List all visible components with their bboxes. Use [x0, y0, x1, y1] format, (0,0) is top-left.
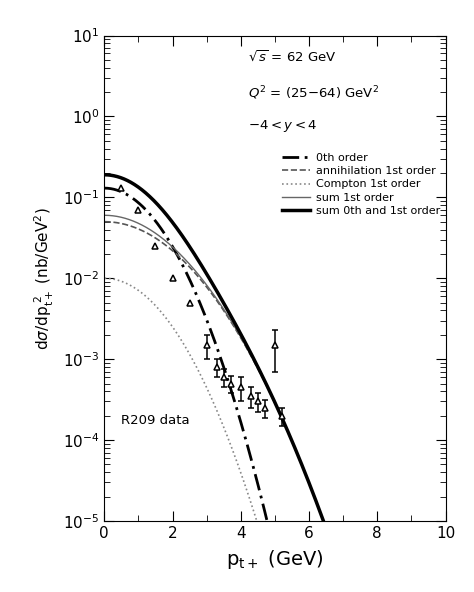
Text: $-4 < y < 4$: $-4 < y < 4$: [247, 118, 317, 134]
annihilation 1st order: [336, 561, 342, 568]
X-axis label: $\mathregular{p_{t+}}$ (GeV): $\mathregular{p_{t+}}$ (GeV): [226, 548, 324, 571]
sum 1st order: [102, 212, 108, 219]
annihilation 1st order: [102, 218, 108, 225]
sum 1st order: [137, 220, 142, 227]
sum 1st order: [240, 336, 246, 343]
Line: annihilation 1st order: annihilation 1st order: [105, 221, 446, 592]
sum 1st order: [336, 561, 342, 568]
Compton 1st order: [252, 511, 258, 518]
Line: 0th order: 0th order: [105, 188, 446, 592]
sum 0th and 1st order: [102, 171, 108, 178]
Compton 1st order: [102, 275, 108, 282]
sum 0th and 1st order: [252, 358, 258, 365]
annihilation 1st order: [137, 226, 142, 233]
Compton 1st order: [240, 474, 246, 481]
0th order: [240, 424, 246, 432]
Y-axis label: d$\sigma$/d$\mathregular{p_{t+}^{\ 2}}$ (nb/GeV$^2$): d$\sigma$/d$\mathregular{p_{t+}^{\ 2}}$ …: [33, 207, 56, 349]
0th order: [252, 469, 258, 476]
Line: Compton 1st order: Compton 1st order: [105, 278, 446, 592]
Line: sum 1st order: sum 1st order: [105, 215, 446, 592]
sum 0th and 1st order: [240, 334, 246, 341]
0th order: [137, 200, 142, 207]
Line: sum 0th and 1st order: sum 0th and 1st order: [105, 175, 446, 592]
Legend: 0th order, annihilation 1st order, Compton 1st order, sum 1st order, sum 0th and: 0th order, annihilation 1st order, Compt…: [283, 153, 440, 216]
Text: $Q^2$ = (25$-$64) GeV$^2$: $Q^2$ = (25$-$64) GeV$^2$: [247, 84, 379, 102]
sum 0th and 1st order: [137, 184, 142, 191]
Text: $\sqrt{s}$ = 62 GeV: $\sqrt{s}$ = 62 GeV: [247, 50, 336, 65]
Compton 1st order: [137, 288, 142, 295]
sum 1st order: [252, 359, 258, 366]
annihilation 1st order: [240, 337, 246, 345]
sum 0th and 1st order: [336, 561, 342, 568]
0th order: [102, 185, 108, 192]
annihilation 1st order: [252, 359, 258, 366]
Text: R209 data: R209 data: [121, 414, 190, 427]
